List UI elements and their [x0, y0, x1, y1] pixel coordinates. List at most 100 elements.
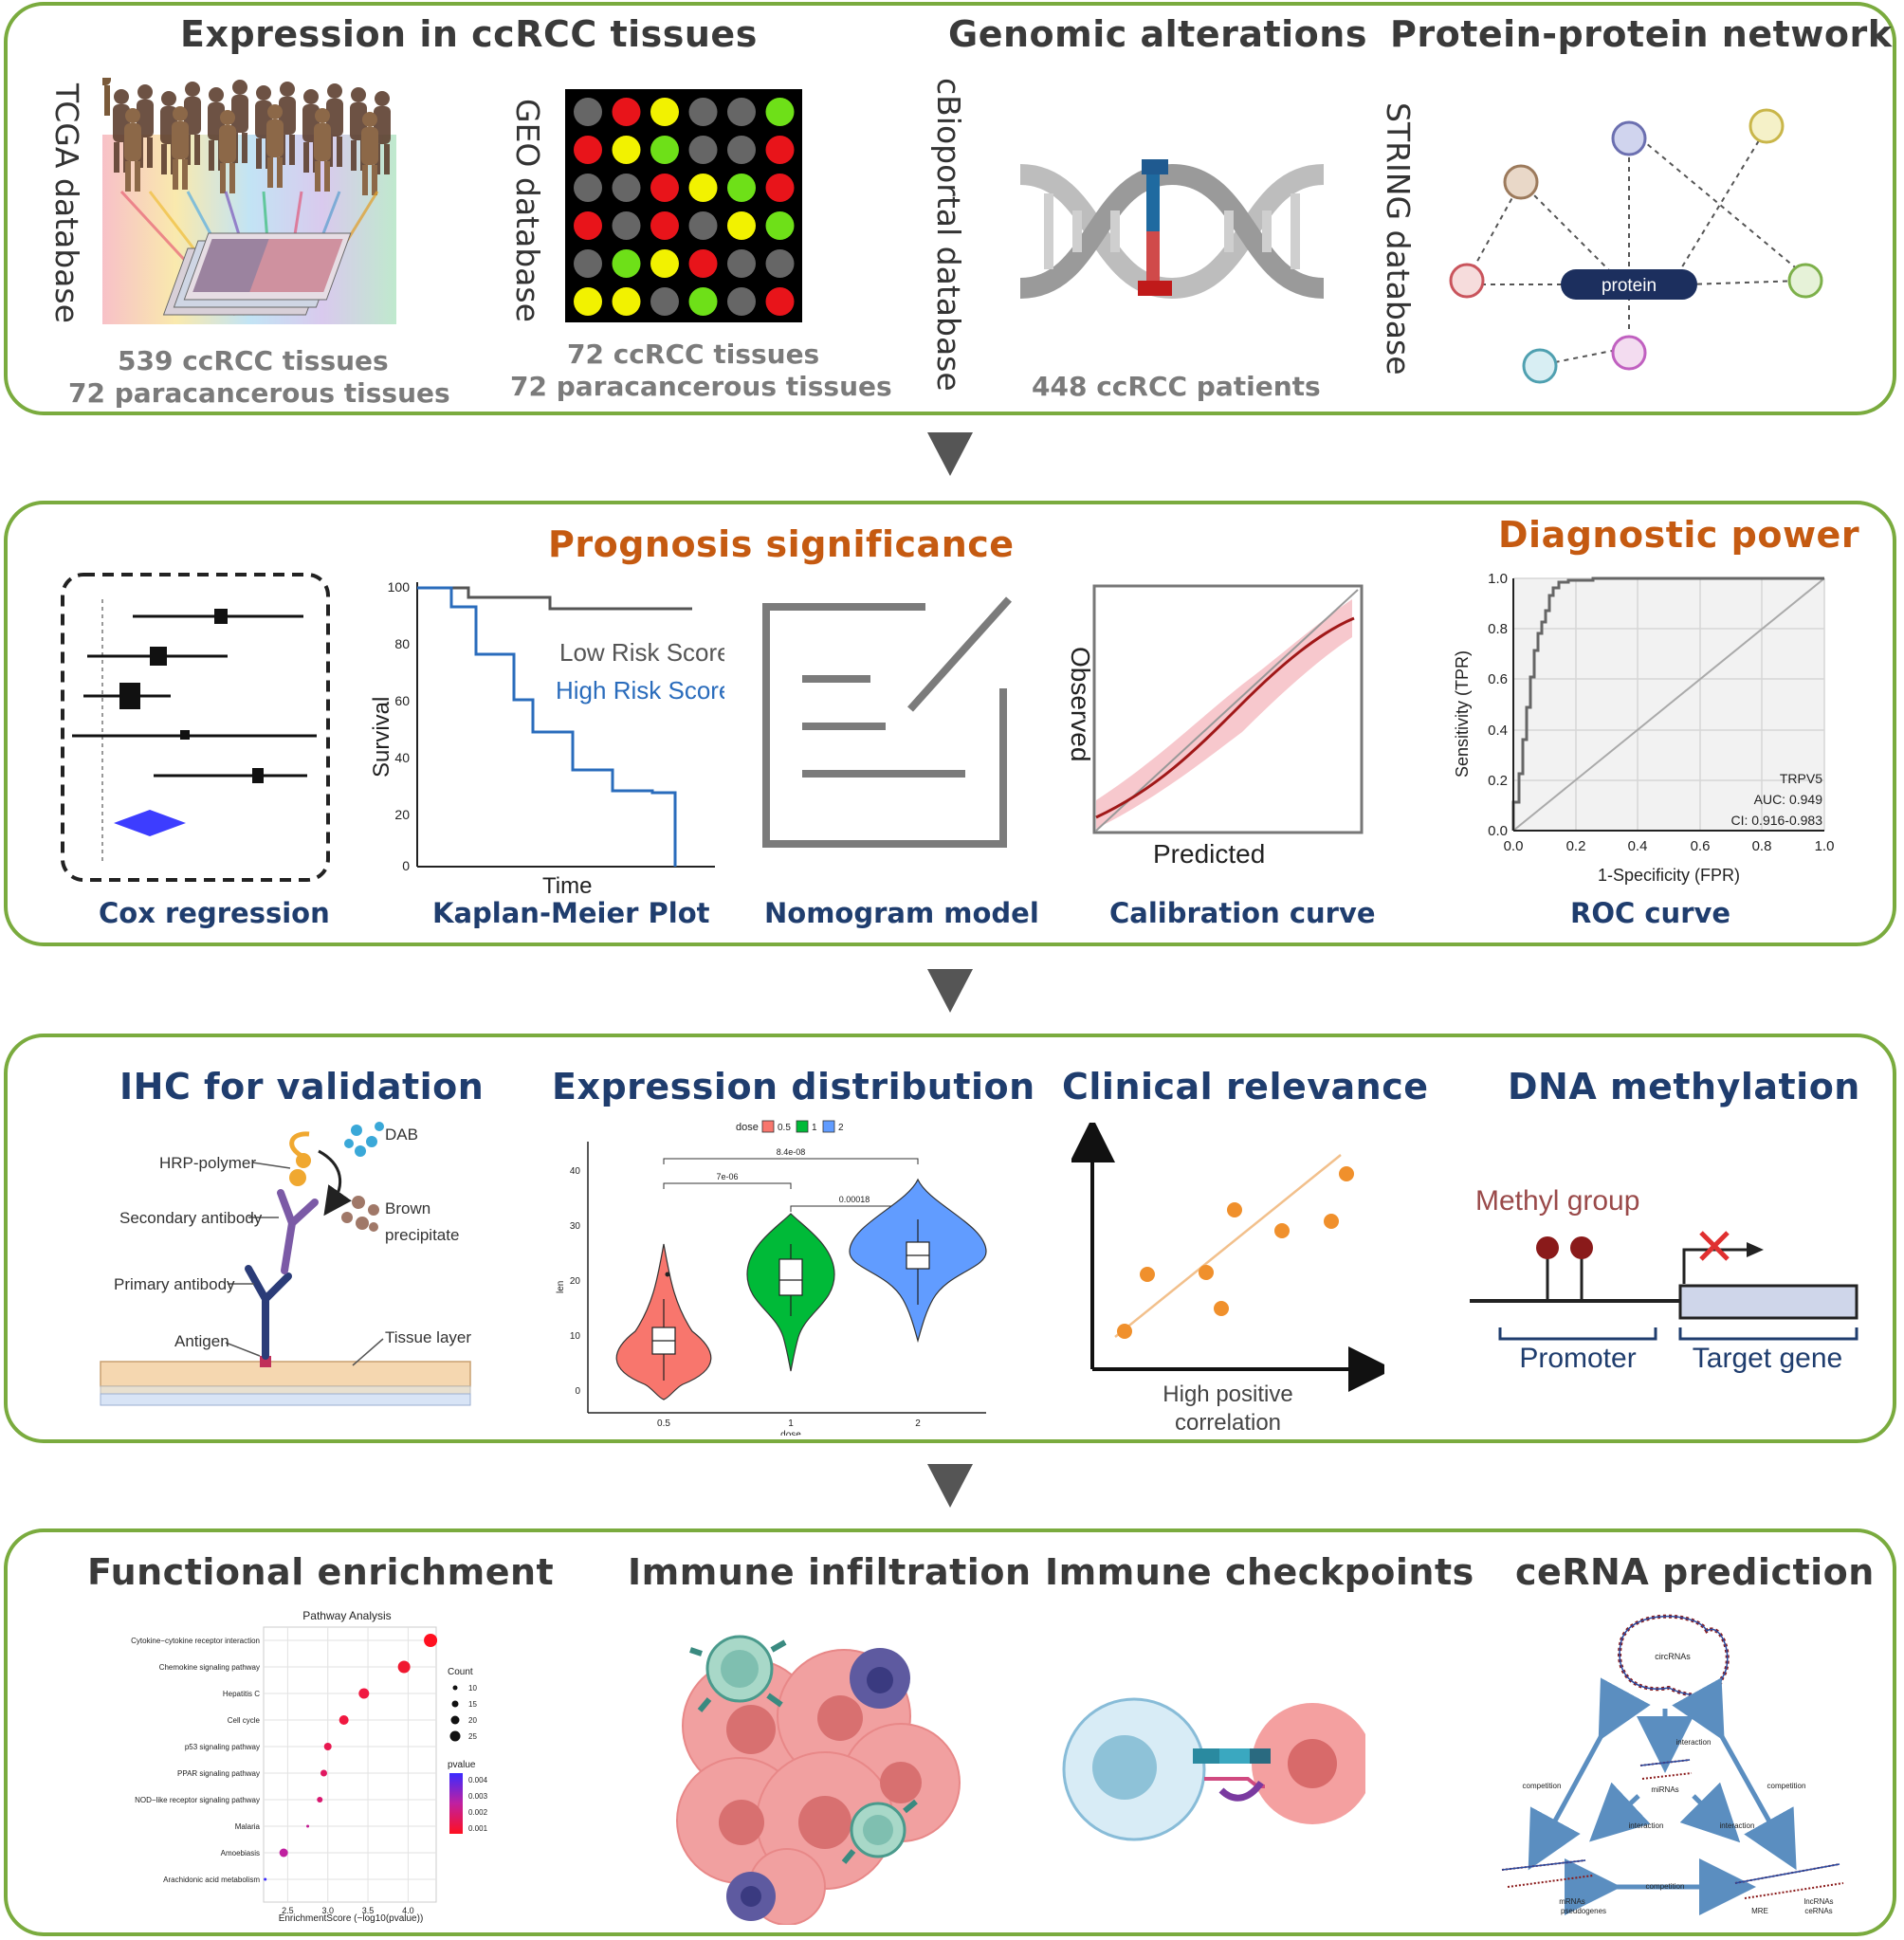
count-15: 15: [468, 1700, 477, 1709]
km-low-label: Low Risk Score: [559, 638, 724, 667]
microarray-spot: [765, 287, 795, 316]
down-arrow-icon: [927, 432, 973, 476]
pathway-dot: [320, 1769, 327, 1777]
node-green-icon: [1787, 263, 1823, 299]
pseudogenes-label: pseudogenes: [1561, 1907, 1606, 1915]
pvalue-2: 7e-06: [716, 1172, 738, 1181]
legend-2: 2: [838, 1123, 844, 1133]
violin-ytick-40: 40: [570, 1166, 581, 1177]
roc-ci: CI: 0.916-0.983: [1730, 813, 1822, 828]
pathway-label: Hepatitis C: [223, 1690, 260, 1698]
pathway-dot: [279, 1848, 288, 1858]
hrp-label: HRP-polymer: [159, 1154, 256, 1172]
pathway-dot: [358, 1688, 370, 1699]
pathway-dot: [264, 1877, 267, 1881]
pathway-label: NOD−like receptor signaling pathway: [135, 1796, 260, 1804]
microarray-spot: [612, 98, 641, 126]
ihc-title: IHC for validation: [119, 1066, 485, 1107]
pathway-dot-plot: Pathway Analysis EnrichmentScore (−log10…: [131, 1609, 503, 1924]
methyl-icon: [1536, 1236, 1559, 1259]
pathway-dot: [339, 1715, 349, 1725]
roc-xtick-1: 1.0: [1815, 838, 1835, 854]
node-brown-icon: [1503, 164, 1539, 200]
violin-ytick-10: 10: [570, 1331, 581, 1342]
pathway-label: Arachidonic acid metabolism: [163, 1876, 260, 1884]
pathway-dot: [317, 1797, 323, 1803]
promoter-label: Promoter: [1519, 1343, 1636, 1374]
pathway-title: Pathway Analysis: [302, 1609, 391, 1622]
mre-label: MRE: [1751, 1907, 1768, 1915]
calibration-ylabel: Observed: [1066, 647, 1095, 761]
roc-ytick-04: 0.4: [1488, 723, 1508, 739]
pvalue-title: pvalue: [448, 1760, 476, 1770]
microarray-spot: [574, 287, 602, 316]
protein-network-diagram: protein: [1449, 108, 1823, 384]
km-tick-80: 80: [394, 636, 410, 651]
correlation-line2: correlation: [1175, 1410, 1281, 1436]
km-low-curve: [417, 586, 692, 611]
microarray-spot: [727, 249, 756, 278]
microarray-spot: [727, 136, 756, 164]
pathway-xtick: 4.0: [402, 1906, 414, 1915]
pathway-xtick: 3.5: [362, 1906, 375, 1915]
km-tick-20: 20: [394, 807, 410, 822]
legend-1: 1: [812, 1123, 817, 1133]
pathway-xtick: 2.5: [282, 1906, 294, 1915]
pathway-xtick: 3.0: [321, 1906, 334, 1915]
competition-left: competition: [1523, 1782, 1562, 1790]
geo-paracancerous: 72 paracancerous tissues: [510, 371, 892, 402]
violin-xlabel: dose: [780, 1430, 801, 1436]
count-25: 25: [468, 1732, 477, 1741]
tcga-label: TCGA database: [48, 83, 85, 323]
competition-right: competition: [1767, 1782, 1806, 1790]
protein-node: [1561, 269, 1697, 300]
cbio-label: cBioportal database: [930, 78, 967, 392]
down-arrow-icon: [927, 969, 973, 1013]
violin-xtick-2: 2: [915, 1418, 921, 1429]
cerna-network: circRNAs interaction competition competi…: [1501, 1614, 1844, 1915]
node-red-icon: [1449, 263, 1485, 299]
cox-caption: Cox regression: [99, 897, 330, 929]
pathway-label: Chemokine signaling pathway: [159, 1663, 260, 1672]
nomogram-caption: Nomogram model: [764, 897, 1039, 929]
genomic-title: Genomic alterations: [948, 13, 1367, 55]
protein-label: protein: [1602, 276, 1657, 296]
node-purple-icon: [1611, 120, 1647, 156]
count-title: Count: [448, 1667, 473, 1677]
microarray-spot: [688, 174, 718, 202]
km-high-curve: [417, 586, 677, 867]
geo-tissues: 72 ccRCC tissues: [567, 339, 820, 370]
km-tick-40: 40: [394, 750, 410, 765]
interaction-right: interaction: [1720, 1821, 1755, 1830]
km-caption: Kaplan-Meier Plot: [432, 897, 710, 929]
calibration-curve: Observed Predicted: [1066, 584, 1364, 869]
diagnostic-title: Diagnostic power: [1498, 514, 1860, 556]
ihc-diagram: DAB HRP-polymer Secondary antibody Brown…: [100, 1122, 471, 1406]
interaction-top: interaction: [1676, 1738, 1712, 1747]
violin-plot: dose 0.5 1 2 40 30 20 10 0 len 0.5 1 2 d…: [556, 1120, 987, 1436]
precipitate-label: precipitate: [385, 1226, 459, 1244]
secondary-antibody-label: Secondary antibody: [119, 1209, 263, 1227]
roc-ytick-0: 0.0: [1488, 823, 1508, 839]
dab-label: DAB: [385, 1126, 418, 1144]
km-tick-0: 0: [402, 858, 410, 873]
methylation-diagram: Methyl group Promoter Target gene: [1470, 1185, 1858, 1374]
microarray-spot: [650, 98, 679, 126]
microarray-spot: [650, 249, 679, 278]
microarray-spot: [688, 211, 718, 240]
nomogram-icon: [762, 596, 1012, 848]
microarray-spot: [688, 287, 718, 316]
violin-ytick-20: 20: [570, 1276, 581, 1287]
pathway-label: p53 signaling pathway: [185, 1743, 260, 1751]
microarray-spot: [727, 287, 756, 316]
methyl-group-label: Methyl group: [1475, 1185, 1639, 1217]
correlation-line1: High positive: [1163, 1382, 1292, 1407]
violin-ytick-30: 30: [570, 1221, 581, 1232]
interaction-left: interaction: [1629, 1821, 1664, 1830]
pathway-label: Amoebiasis: [221, 1849, 260, 1858]
km-xlabel: Time: [542, 873, 592, 899]
down-arrow-icon: [927, 1464, 973, 1508]
immune-checkpoints-title: Immune checkpoints: [1045, 1551, 1474, 1593]
geo-label: GEO database: [509, 99, 546, 322]
calibration-caption: Calibration curve: [1109, 897, 1376, 929]
